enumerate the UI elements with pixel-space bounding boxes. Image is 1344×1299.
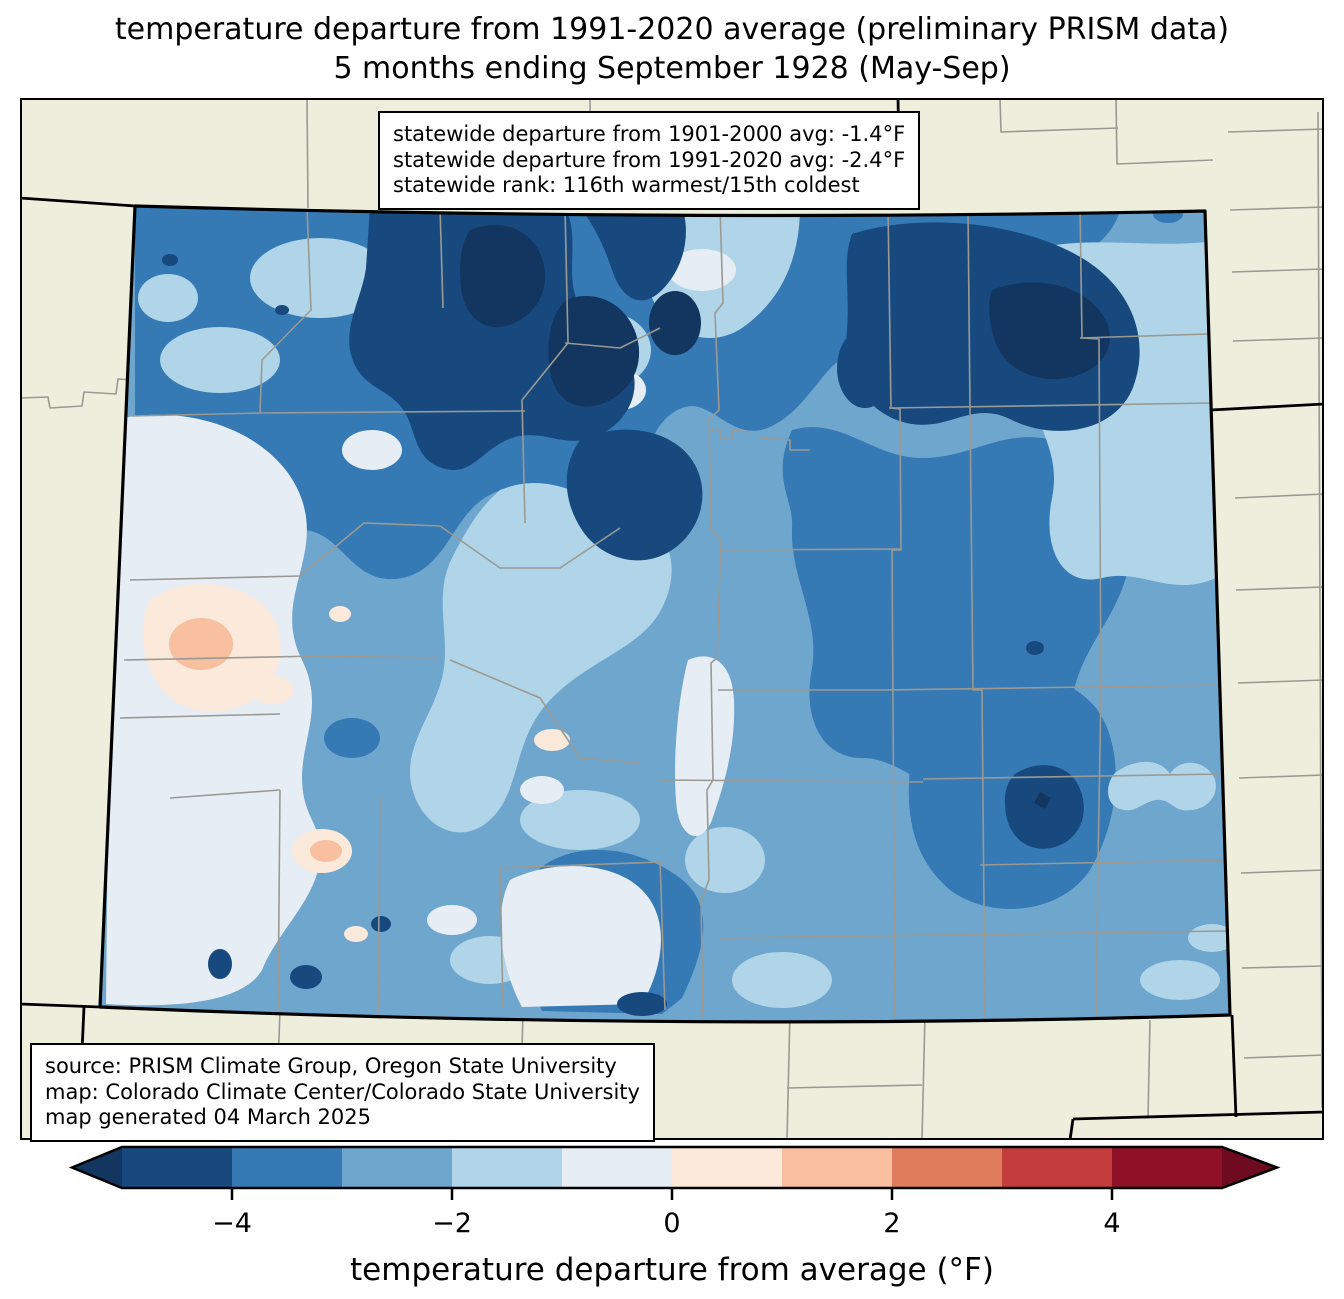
tick-label: −4 (212, 1208, 252, 1239)
contour-region (208, 949, 232, 979)
colorbar-segment (1002, 1147, 1112, 1188)
tick-label: 4 (1103, 1208, 1120, 1239)
contour-region (409, 483, 672, 833)
stats-line-1: statewide departure from 1901-2000 avg: … (393, 122, 906, 146)
contour-region (548, 295, 640, 407)
contour-region (324, 718, 380, 758)
colorbar-under-arrow (72, 1147, 122, 1188)
source-line-2: map: Colorado Climate Center/Colorado St… (45, 1079, 640, 1104)
contour-region (160, 327, 280, 393)
contour-region (329, 606, 351, 622)
source-line-1: source: PRISM Climate Group, Oregon Stat… (45, 1054, 617, 1078)
contour-region (617, 992, 667, 1016)
colorbar-over-arrow (1222, 1147, 1277, 1188)
title-line-2: 5 months ending September 1928 (May-Sep) (333, 51, 1011, 86)
colorbar-segment (892, 1147, 1002, 1188)
contour-region (275, 305, 289, 315)
contour-fill-layer (100, 206, 1230, 1022)
contour-region (342, 430, 402, 470)
colorado-anomaly-map (20, 98, 1324, 1140)
colorbar-segment (782, 1147, 892, 1188)
statewide-stats-box: statewide departure from 1901-2000 avg: … (378, 111, 921, 210)
colorbar-segment (232, 1147, 342, 1188)
tick-label: 0 (663, 1208, 680, 1239)
contour-region (138, 274, 198, 322)
contour-region (685, 827, 765, 893)
colorbar-segment (1112, 1147, 1222, 1188)
colorbar-segment (342, 1147, 452, 1188)
contour-region (310, 840, 342, 862)
contour-region (460, 225, 546, 328)
contour-region (668, 249, 736, 291)
contour-region (250, 238, 390, 318)
contour-region (989, 282, 1110, 380)
colorbar-axis-label: temperature departure from average (°F) (350, 1252, 994, 1288)
colorbar: −4 −2 0 2 4 temperature departure from a… (68, 1145, 1281, 1288)
colorbar-segment (452, 1147, 562, 1188)
contour-region (169, 618, 233, 670)
contour-region (534, 729, 570, 751)
colorado-state-border (98, 204, 1232, 1024)
contour-region (1026, 641, 1044, 655)
contour-level-plus1 (169, 618, 342, 862)
contour-region (520, 790, 640, 850)
source-box: source: PRISM Climate Group, Oregon Stat… (30, 1043, 655, 1142)
contour-region (1034, 792, 1051, 809)
colorbar-tick-labels: −4 −2 0 2 4 (212, 1208, 1121, 1239)
colorbar-outline (68, 1145, 1281, 1190)
figure-title: temperature departure from 1991-2020 ave… (0, 10, 1344, 88)
tick-label: −2 (432, 1208, 472, 1239)
contour-region (427, 905, 477, 935)
map-frame (20, 98, 1324, 1140)
colorbar-segment (672, 1147, 782, 1188)
source-line-3: map generated 04 March 2025 (45, 1105, 372, 1129)
contour-region (1140, 960, 1220, 1000)
contour-region (732, 952, 832, 1008)
contour-region (675, 656, 735, 837)
contour-region (162, 254, 178, 266)
contour-region (371, 916, 391, 932)
contour-region (580, 206, 686, 301)
contour-region (566, 429, 703, 561)
title-line-1: temperature departure from 1991-2020 ave… (114, 12, 1230, 47)
contour-region (649, 291, 701, 355)
stats-line-2: statewide departure from 1991-2020 avg: … (393, 147, 906, 172)
contour-region (500, 866, 661, 1007)
contour-region (349, 206, 635, 471)
colorbar-segment (122, 1147, 232, 1188)
contour-region (837, 328, 893, 408)
contour-region (520, 776, 564, 804)
contour-region (290, 965, 322, 989)
colorbar-segments (72, 1147, 1277, 1188)
contour-region (162, 500, 242, 540)
stats-line-3: statewide rank: 116th warmest/15th colde… (393, 173, 860, 197)
colorado-county-lines (119, 207, 1228, 1019)
contour-region (250, 676, 294, 704)
colorbar-ticks (230, 1188, 1114, 1200)
contour-region (344, 926, 368, 942)
tick-label: 2 (883, 1208, 900, 1239)
colorbar-segment (562, 1147, 672, 1188)
contour-level-below-minus5 (460, 206, 1110, 809)
